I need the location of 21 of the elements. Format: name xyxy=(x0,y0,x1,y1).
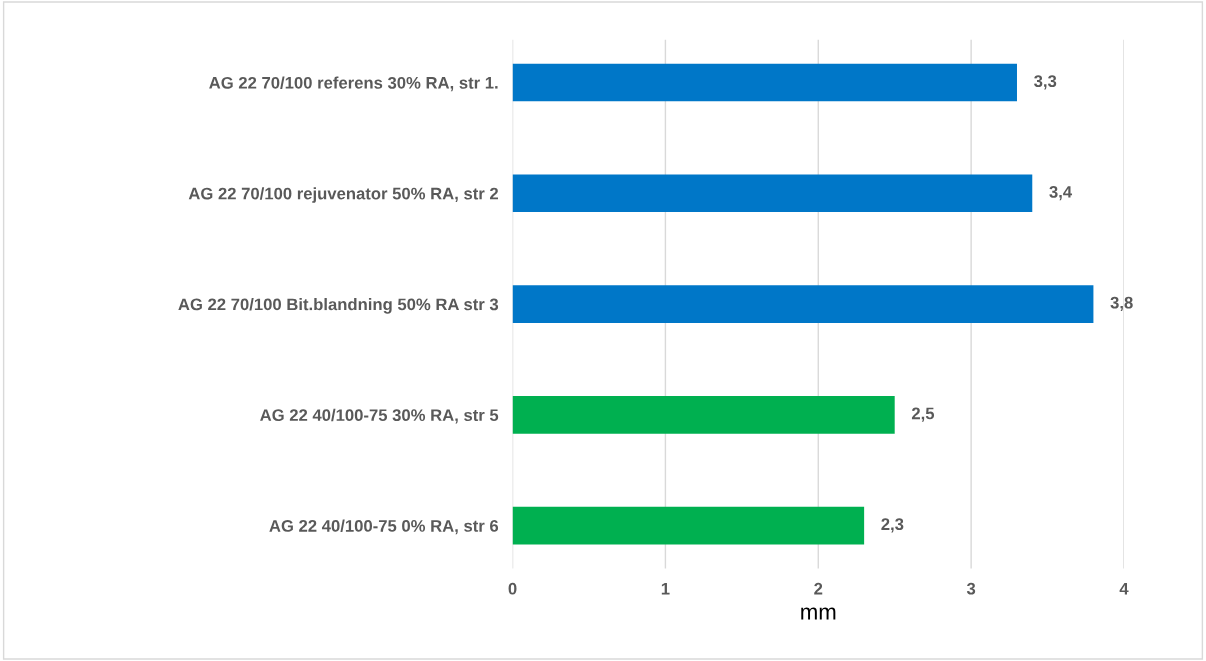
bar xyxy=(512,506,865,545)
y-tick-label: AG 22 70/100 rejuvenator 50% RA, str 2 xyxy=(188,187,499,203)
x-tick-label: 2 xyxy=(814,582,823,595)
x-tick-label: 3 xyxy=(966,582,976,595)
bar xyxy=(512,396,895,434)
y-tick-label: AG 22 70/100 Bit.blandning 50% RA str 3 xyxy=(178,298,499,314)
bar xyxy=(512,63,1017,102)
bar xyxy=(512,174,1033,213)
x-tick-label: 0 xyxy=(508,582,517,595)
data-label: 2,5 xyxy=(911,407,935,422)
y-tick-label: AG 22 40/100-75 30% RA, str 5 xyxy=(260,408,499,424)
data-label: 2,3 xyxy=(881,518,904,533)
data-label: 3,3 xyxy=(1034,75,1057,90)
x-axis-title: mm xyxy=(801,607,836,620)
x-tick-label: 4 xyxy=(1119,582,1129,595)
data-label: 3,8 xyxy=(1110,296,1133,311)
data-label: 3,4 xyxy=(1049,185,1073,201)
y-tick-label: AG 22 40/100-75 0% RA, str 6 xyxy=(269,519,499,535)
y-tick-label: AG 22 70/100 referens 30% RA, str 1. xyxy=(209,76,498,92)
x-tick-label: 1 xyxy=(661,582,670,595)
bar xyxy=(512,285,1094,323)
